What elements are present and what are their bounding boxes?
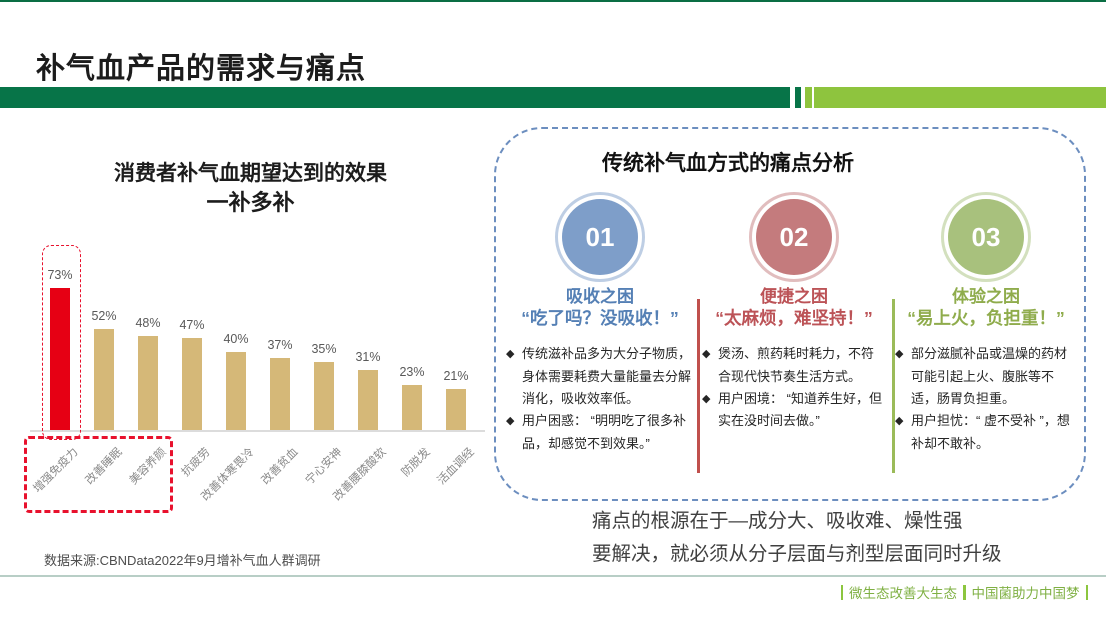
bullet-text: 煲汤、煎药耗时耗力，不符合现代快节奏生活方式。: [718, 346, 875, 384]
bar: [138, 336, 158, 430]
bar: [314, 362, 334, 430]
diamond-bullet-icon: ◆: [702, 392, 711, 405]
circle-number: 01: [562, 199, 638, 275]
footer-slogan-1: 微生态改善大生态: [849, 586, 957, 601]
column-divider-1: [697, 299, 700, 473]
bar: [50, 288, 70, 430]
pain-heading: 体验之困: [952, 287, 1020, 306]
pain-quote: “易上火，负担重！”: [907, 308, 1065, 329]
footer-bar-icon: [1085, 584, 1088, 600]
header-bar-dark: [0, 87, 790, 108]
conclusion-line-2: 要解决，就必须从分子层面与剂型层面同时升级: [592, 543, 1002, 565]
chart-subtitle: 一补多补: [206, 190, 295, 215]
bar: [94, 329, 114, 430]
footer-slogans: 微生态改善大生态 中国菌助力中国梦: [835, 582, 1095, 602]
pain-bullets: ◆ 煲汤、煎药耗时耗力，不符合现代快节奏生活方式。 ◆ 用户困境： “知道养生好…: [702, 343, 886, 432]
bar-value-label: 40%: [223, 332, 249, 346]
bullet-item: ◆ 用户困境： “知道养生好，但实在没时间去做。”: [702, 388, 886, 433]
bar: [402, 385, 422, 430]
chart-title: 消费者补气血期望达到的效果: [114, 162, 387, 185]
bar-value-label: 37%: [267, 338, 293, 352]
bar-value-label: 31%: [355, 350, 381, 364]
bar-chart: 73% 增强免疫力 52% 改善睡眠 48% 美容养颜 47% 抗疲劳 40% 改善体寒畏冷 37%…: [24, 235, 495, 535]
bullet-item: ◆ 传统滋补品多为大分子物质，身体需要耗费大量能量去分解消化，吸收效率低。: [506, 343, 694, 410]
diamond-bullet-icon: ◆: [506, 348, 515, 361]
pain-quote: “太麻烦，难坚持！”: [715, 308, 873, 329]
bullet-text: 用户担忧：“ 虚不受补 ”，想补却不敢补。: [911, 413, 1070, 451]
diamond-bullet-icon: ◆: [702, 348, 711, 361]
footer-bar-icon: [840, 584, 843, 600]
bullet-text: 用户困境： “知道养生好，但实在没时间去做。”: [718, 390, 882, 429]
brush-ring-icon: [941, 192, 1031, 282]
column-divider-2: [892, 299, 895, 473]
pain-column-experience: 03 体验之困 “易上火，负担重！” ◆ 部分滋腻补品或温燥的药材可能引起上火、…: [895, 187, 1077, 489]
bar-value-label: 23%: [399, 365, 425, 379]
bar-value-label: 48%: [135, 316, 161, 330]
pain-heading: 吸收之困: [566, 287, 634, 306]
top-border-line: [0, 0, 1106, 2]
bar-value-label: 73%: [47, 268, 73, 282]
number-badge-01: 01: [555, 192, 645, 282]
circle-number: 02: [756, 199, 832, 275]
pain-bullets: ◆ 传统滋补品多为大分子物质，身体需要耗费大量能量去分解消化，吸收效率低。 ◆ …: [506, 343, 694, 455]
footer-separator-line: [0, 575, 1106, 577]
number-badge-03: 03: [941, 192, 1031, 282]
bar-value-label: 21%: [443, 369, 469, 383]
data-source-note: 数据来源:CBNData2022年9月增补气血人群调研: [44, 553, 321, 568]
pain-heading: 便捷之困: [760, 287, 828, 306]
bar-value-label: 47%: [179, 318, 205, 332]
bar-value-label: 35%: [311, 342, 337, 356]
diamond-bullet-icon: ◆: [506, 415, 515, 428]
pain-bullets: ◆ 部分滋腻补品或温燥的药材可能引起上火、腹胀等不适，肠胃负担重。 ◆ 用户担忧…: [895, 343, 1077, 455]
highlight-box-top-bar: [42, 245, 81, 440]
bullet-item: ◆ 用户担忧：“ 虚不受补 ”，想补却不敢补。: [895, 410, 1077, 455]
pain-analysis-panel: 传统补气血方式的痛点分析 01 吸收之困 “吃了吗？没吸收！” ◆ 传统滋补品多…: [494, 127, 1086, 501]
header-bar-light: [814, 87, 1106, 108]
footer-slogan-2: 中国菌助力中国梦: [971, 586, 1080, 601]
bullet-item: ◆ 部分滋腻补品或温燥的药材可能引起上火、腹胀等不适，肠胃负担重。: [895, 343, 1077, 410]
pain-quote: “吃了吗？没吸收！”: [521, 308, 679, 329]
conclusion-text: 痛点的根源在于—成分大、吸收难、燥性强 要解决，就必须从分子层面与剂型层面同时升…: [592, 505, 1002, 571]
diamond-bullet-icon: ◆: [895, 348, 904, 361]
header-bar-dark-sliver: [795, 87, 801, 108]
pain-column-absorption: 01 吸收之困 “吃了吗？没吸收！” ◆ 传统滋补品多为大分子物质，身体需要耗费…: [506, 187, 694, 489]
bar: [358, 370, 378, 430]
circle-number: 03: [948, 199, 1024, 275]
brush-ring-icon: [749, 192, 839, 282]
pain-column-convenience: 02 便捷之困 “太麻烦，难坚持！” ◆ 煲汤、煎药耗时耗力，不符合现代快节奏生…: [702, 187, 886, 489]
bullet-text: 传统滋补品多为大分子物质，身体需要耗费大量能量去分解消化，吸收效率低。: [522, 346, 692, 406]
bullet-item: ◆ 煲汤、煎药耗时耗力，不符合现代快节奏生活方式。: [702, 343, 886, 388]
bar: [182, 338, 202, 430]
brush-ring-icon: [555, 192, 645, 282]
panel-title: 传统补气血方式的痛点分析: [602, 152, 854, 175]
page-title: 补气血产品的需求与痛点: [36, 53, 367, 86]
number-badge-02: 02: [749, 192, 839, 282]
header-bar-light-sliver: [805, 87, 812, 108]
footer-bar-icon: [963, 584, 966, 600]
highlight-box-top-categories: [24, 436, 173, 513]
bullet-item: ◆ 用户困惑： “明明吃了很多补品，却感觉不到效果。”: [506, 410, 694, 455]
bar: [270, 358, 290, 430]
bar: [446, 389, 466, 430]
bar: [226, 352, 246, 430]
bullet-text: 部分滋腻补品或温燥的药材可能引起上火、腹胀等不适，肠胃负担重。: [911, 346, 1068, 406]
bullet-text: 用户困惑： “明明吃了很多补品，却感觉不到效果。”: [522, 413, 686, 451]
bar-value-label: 52%: [91, 309, 117, 323]
x-axis-line: [30, 430, 485, 432]
diamond-bullet-icon: ◆: [895, 415, 904, 428]
conclusion-line-1: 痛点的根源在于—成分大、吸收难、燥性强: [592, 510, 963, 532]
